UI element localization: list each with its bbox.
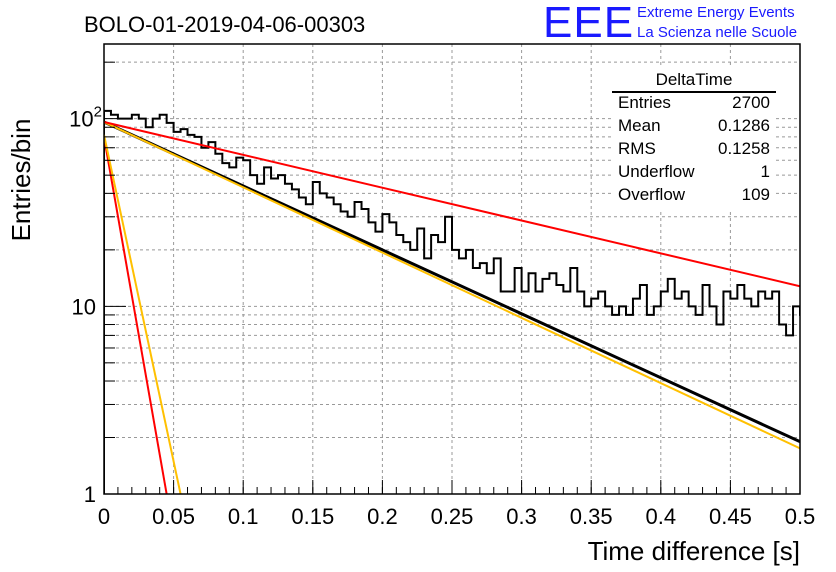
eee-subtitle-line2: La Scienza nelle Scuole (637, 24, 798, 41)
stats-value: 109 (741, 185, 770, 204)
x-tick-label: 0.45 (709, 504, 752, 529)
fit-curve-3 (104, 136, 168, 494)
y-tick-label: 10 (72, 294, 96, 319)
x-tick-label: 0.2 (367, 504, 398, 529)
stats-divider (612, 91, 776, 93)
stats-key: RMS (618, 139, 656, 158)
x-tick-label: 0.4 (646, 504, 677, 529)
eee-subtitle-line1: Extreme Energy Events (637, 4, 795, 21)
stats-key: Overflow (618, 185, 686, 204)
stats-value: 1 (760, 162, 770, 181)
x-tick-label: 0.1 (228, 504, 259, 529)
eee-logo: EEE (543, 0, 635, 47)
fit-curve-1 (104, 121, 800, 450)
plot-title: BOLO-01-2019-04-06-00303 (84, 12, 366, 37)
x-tick-label: 0 (98, 504, 110, 529)
fit-curve-2 (104, 121, 800, 288)
stats-title: DeltaTime (655, 70, 733, 89)
y-tick-label: 1 (84, 482, 96, 507)
x-tick-label: 0.25 (431, 504, 474, 529)
fit-curve-0 (104, 120, 800, 444)
stats-row-mean: Mean 0.1286 (618, 116, 770, 139)
x-tick-label: 0.3 (506, 504, 537, 529)
stats-key: Underflow (618, 162, 695, 181)
histogram-bins (104, 109, 800, 494)
stats-row-underflow: Underflow 1 (618, 162, 770, 185)
histogram-line (104, 109, 800, 494)
stats-key: Entries (618, 93, 671, 112)
y-tick-label: 102 (69, 104, 102, 132)
stats-row-rms: RMS 0.1258 (618, 139, 770, 162)
stats-row-overflow: Overflow 109 (618, 185, 770, 208)
stats-value: 0.1286 (718, 116, 770, 135)
grid (104, 44, 800, 494)
x-tick-label: 0.5 (785, 504, 816, 529)
stats-value: 0.1258 (718, 139, 770, 158)
x-axis-label: Time difference [s] (588, 536, 800, 566)
stats-box: DeltaTime Entries 2700 Mean 0.1286 RMS 0… (612, 68, 776, 210)
y-axis-label: Entries/bin (6, 119, 36, 242)
stats-row-entries: Entries 2700 (618, 93, 770, 116)
x-tick-label: 0.05 (152, 504, 195, 529)
axis-ticks (103, 61, 801, 495)
stats-value: 2700 (732, 93, 770, 112)
fit-curve-4 (104, 134, 182, 494)
x-tick-label: 0.35 (570, 504, 613, 529)
fit-curves (104, 120, 800, 494)
x-tick-label: 0.15 (291, 504, 334, 529)
stats-key: Mean (618, 116, 661, 135)
axis-tick-labels: 0 0.05 0.1 0.15 0.2 0.25 0.3 0.35 0.4 0.45 0.5 1 10 1… (69, 104, 815, 529)
